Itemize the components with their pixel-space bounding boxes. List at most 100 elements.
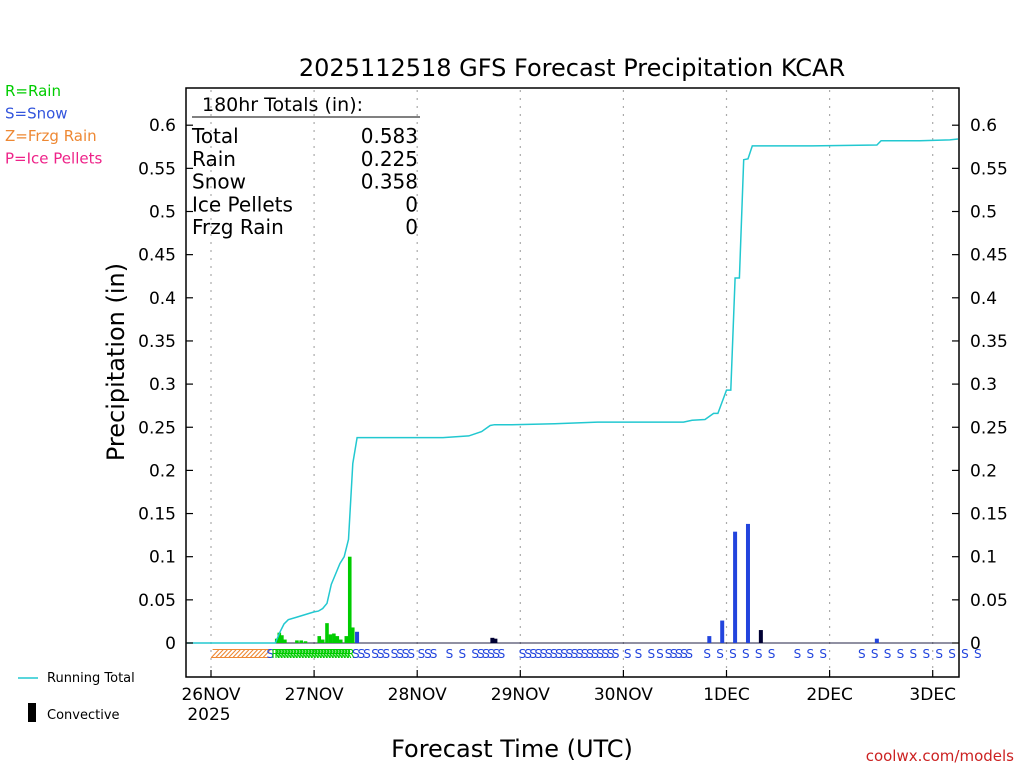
y-tick-label-left-12: 0.6 (149, 116, 176, 136)
y-tick-label-left-6: 0.3 (149, 375, 176, 395)
ptype-marker-47: S (396, 647, 404, 661)
running-total-legend-label: Running Total (47, 671, 135, 686)
y-tick-label-left-2: 0.1 (149, 548, 176, 568)
totals-label-1: Rain (192, 147, 236, 171)
ptype-marker-35: R (334, 647, 342, 661)
bar-6 (303, 641, 308, 643)
bar-12 (335, 636, 340, 643)
ptype-marker-85: S (670, 647, 678, 661)
y-tick-label-right-5: 0.25 (970, 418, 1008, 438)
bar-25 (874, 638, 879, 643)
ptype-marker-106: S (961, 647, 969, 661)
ptype-marker-30: R (319, 647, 327, 661)
ptype-marker-45: S (382, 647, 390, 661)
y-tick-label-left-11: 0.55 (138, 159, 176, 179)
precip-type-legend: R=Rain S=Snow Z=Frzg Rain P=Ice Pellets (5, 82, 102, 168)
ptype-marker-73: S (581, 647, 589, 661)
x-tick-sublabel-0: 2025 (187, 705, 230, 725)
ptype-marker-59: S (492, 647, 500, 661)
ptype-marker-36: R (337, 647, 345, 661)
y-tick-label-right-12: 0.6 (970, 116, 997, 136)
ptype-marker-40: S (352, 647, 360, 661)
ptype-marker-57: S (482, 647, 490, 661)
y-tick-label-right-0: 0 (970, 634, 981, 654)
chart-title: 2025112518 GFS Forecast Precipitation KC… (299, 54, 845, 82)
x-tick-label-2: 28NOV (388, 685, 447, 705)
y-tick-label-left-7: 0.35 (138, 332, 176, 352)
ptype-marker-16: R (277, 647, 285, 661)
ptype-marker-82: S (648, 647, 656, 661)
x-tick-label-5: 1DEC (703, 685, 750, 705)
x-tick-label-0: 26NOV (181, 685, 240, 705)
ptype-marker-90: S (716, 647, 724, 661)
ptype-marker-104: S (935, 647, 943, 661)
ptype-marker-9: Z (249, 647, 259, 661)
bar-2 (280, 635, 284, 643)
ptype-marker-98: S (858, 647, 866, 661)
y-axis-right: 0 0.05 0.1 0.15 0.2 0.25 0.3 0.35 0.4 0.45 0.5 0.55… (952, 116, 1008, 654)
totals-value-2: 0.358 (361, 170, 418, 194)
bar-5 (299, 640, 304, 643)
legend-type-3: P=Ice Pellets (5, 150, 102, 168)
totals-rows: Total 0.583 Rain 0.225 Snow 0.358 Ice Pellets 0… (191, 124, 418, 239)
bar-4 (295, 640, 299, 643)
ptype-marker-32: R (325, 647, 333, 661)
ptype-marker-37: R (340, 647, 348, 661)
ptype-marker-39: R (346, 647, 354, 661)
bar-15 (347, 556, 352, 643)
plot-frame (185, 87, 960, 678)
ptype-marker-4: Z (227, 647, 237, 661)
ptype-marker-105: S (948, 647, 956, 661)
ptype-marker-93: S (755, 647, 763, 661)
ptype-marker-19: R (286, 647, 294, 661)
ptype-marker-58: S (487, 647, 495, 661)
ptype-marker-86: S (675, 647, 683, 661)
bar-3 (283, 639, 287, 643)
y-tick-label-right-7: 0.35 (970, 332, 1008, 352)
ptype-marker-91: S (729, 647, 737, 661)
ptype-marker-68: S (555, 647, 563, 661)
bar-16 (350, 627, 355, 643)
ptype-marker-48: S (402, 647, 410, 661)
ptype-marker-101: S (897, 647, 905, 661)
y-tick-label-left-1: 0.05 (138, 591, 176, 611)
bar-21 (720, 620, 725, 643)
ptype-marker-60: S (498, 647, 506, 661)
ptype-marker-89: S (703, 647, 711, 661)
ptype-marker-23: R (298, 647, 306, 661)
legend-type-0: R=Rain (5, 82, 61, 100)
ptype-marker-99: S (871, 647, 879, 661)
ptype-marker-107: S (974, 647, 982, 661)
ptype-marker-5: Z (232, 647, 242, 661)
y-tick-label-left-10: 0.5 (149, 203, 176, 223)
legend-type-1: S=Snow (5, 105, 68, 123)
y-tick-label-right-1: 0.05 (970, 591, 1008, 611)
ptype-marker-29: R (316, 647, 324, 661)
totals-value-4: 0 (405, 215, 418, 239)
totals-value-1: 0.225 (361, 147, 418, 171)
ptype-marker-11: Z (257, 647, 267, 661)
ptype-marker-81: S (635, 647, 643, 661)
y-tick-label-left-5: 0.25 (138, 418, 176, 438)
ptype-marker-14: R (271, 647, 279, 661)
ptype-marker-100: S (884, 647, 892, 661)
y-tick-label-right-2: 0.1 (970, 548, 997, 568)
bar-7 (317, 636, 322, 643)
ptype-marker-63: S (529, 647, 537, 661)
ptype-marker-44: S (377, 647, 385, 661)
ptype-marker-34: R (331, 647, 339, 661)
y-tick-label-right-6: 0.3 (970, 375, 997, 395)
ptype-marker-103: S (922, 647, 930, 661)
ptype-marker-17: R (280, 647, 288, 661)
totals-value-3: 0 (405, 192, 418, 216)
ptype-marker-62: S (524, 647, 532, 661)
ptype-marker-92: S (742, 647, 750, 661)
ptype-marker-7: Z (240, 647, 250, 661)
y-tick-label-left-8: 0.4 (149, 289, 176, 309)
bar-1 (277, 632, 282, 643)
ptype-marker-76: S (596, 647, 604, 661)
ptype-marker-79: S (612, 647, 620, 661)
y-tick-label-right-4: 0.2 (970, 461, 997, 481)
ptype-marker-75: S (591, 647, 599, 661)
